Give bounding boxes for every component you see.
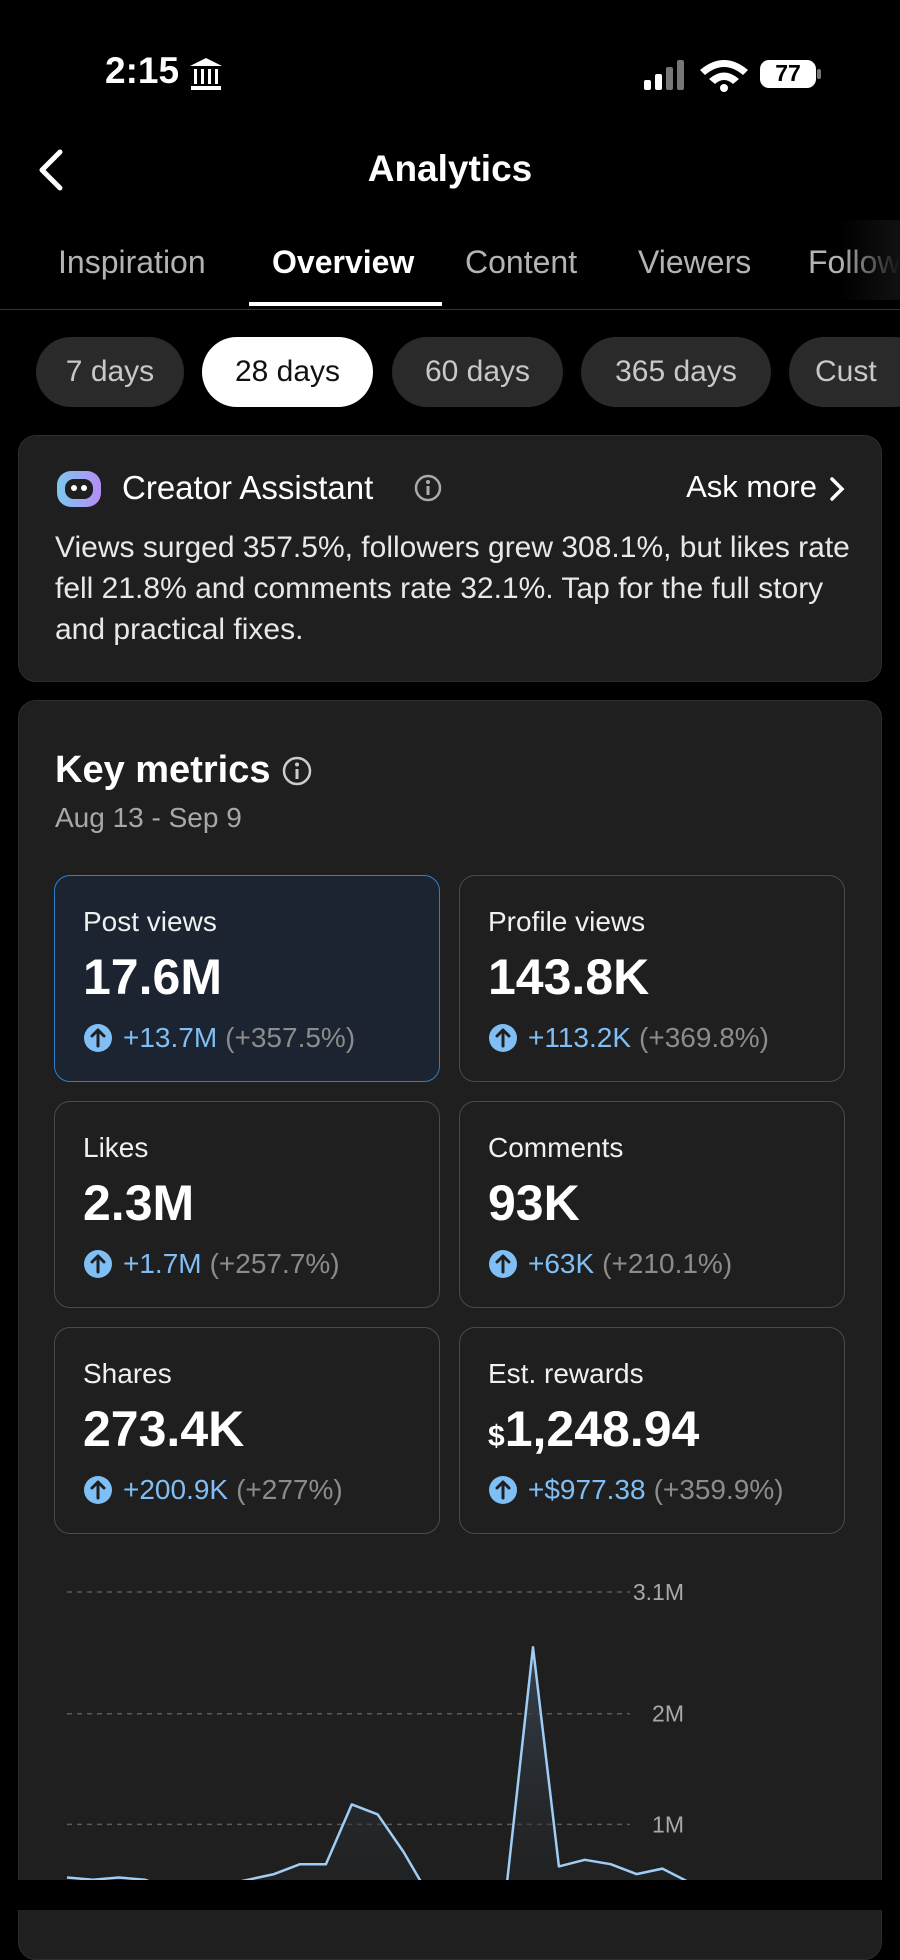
value: 93K [488,1175,580,1231]
date-range: Aug 13 - Sep 9 [55,802,242,833]
metric-label: Comments [488,1132,624,1163]
up-icon [84,1250,112,1278]
y-tick-label: 3.1M [633,1579,684,1605]
metric-label: Post views [83,906,217,937]
currency: $ [488,1420,505,1453]
metric-change: +1.7M (+257.7%) [83,1248,340,1280]
metric-value: 143.8K [488,948,649,1006]
period-chip[interactable]: 7 days [36,337,184,407]
metric-tile[interactable]: Post views 17.6M +13.7M (+357.5%) [54,875,440,1082]
change-percent: (+357.5%) [225,1022,356,1053]
change-percent: (+369.8%) [639,1022,769,1053]
metric-label: Shares [83,1358,172,1389]
metric-change: +63K (+210.1%) [488,1248,732,1280]
up-icon [84,1476,112,1504]
line [66,1646,688,1880]
home-area [0,1880,900,1910]
area [67,1647,685,1880]
assistant-card[interactable]: Creator Assistant Ask more Views surged … [18,435,882,682]
info-icon[interactable] [281,755,313,787]
up-icon [489,1024,517,1052]
metric-change: +$977.38 (+359.9%) [488,1474,784,1506]
assistant-icon [57,471,101,507]
back-button[interactable] [32,148,68,192]
value: 2.3M [83,1175,195,1231]
ask-more[interactable]: Ask more [686,469,817,504]
metric-value: 17.6M [83,948,222,1006]
period-chip[interactable]: Cust [789,337,900,407]
tab[interactable]: Overview [272,244,415,280]
views-chart: 1M 2M 3.1M [66,1579,688,1880]
metric-value: 2.3M [83,1174,194,1232]
change-value: +200.9K [123,1474,229,1505]
metric-change: +200.9K (+277%) [83,1474,343,1506]
y-tick-label: 2M [652,1701,684,1727]
metric-change: +113.2K (+369.8%) [488,1022,769,1054]
fade [840,220,900,300]
change-percent: (+277%) [236,1474,343,1505]
metric-value: 93K [488,1174,580,1232]
metric-value: $1,248.94 [488,1400,699,1458]
tab[interactable]: Inspiration [58,244,206,280]
value: 273.4K [83,1401,245,1457]
period-chip[interactable]: 365 days [581,337,771,407]
divider [0,309,900,310]
metric-change: +13.7M (+357.5%) [83,1022,355,1054]
change-value: +113.2K [528,1022,632,1053]
page-title: Analytics [367,148,533,189]
value: 143.8K [488,949,650,1005]
app-screen: 2:15 77 Analytics Inspiration Overview Con… [0,50,900,1960]
tab[interactable]: Viewers [638,244,752,280]
chevron [830,477,845,501]
metric-tile[interactable]: Comments 93K +63K (+210.1%) [459,1101,845,1308]
battery-level: 77 [775,60,801,86]
metrics-title: Key metrics [55,749,271,791]
change-value: +$977.38 [528,1474,646,1505]
tab-underline [249,302,442,306]
metric-tile[interactable]: Est. rewards $1,248.94 +$977.38 (+359.9%) [459,1327,845,1534]
metric-label: Profile views [488,906,646,937]
metric-label: Est. rewards [488,1358,644,1389]
metric-tile[interactable]: Profile views 143.8K +113.2K (+369.8%) [459,875,845,1082]
status-time: 2:15 [105,50,180,91]
up-icon [84,1024,112,1052]
period-chip[interactable]: 28 days [202,337,373,407]
up-icon [489,1476,517,1504]
assistant-title: Creator Assistant [122,469,374,506]
change-value: +1.7M [123,1248,202,1279]
change-percent: (+359.9%) [653,1474,784,1505]
metric-value: 273.4K [83,1400,244,1458]
change-percent: (+257.7%) [209,1248,340,1279]
value: 17.6M [83,949,222,1005]
value: 1,248.94 [504,1401,700,1457]
info-icon[interactable] [413,473,443,503]
change-value: +63K [528,1248,595,1279]
status-icons [644,60,821,92]
change-value: +13.7M [123,1022,218,1053]
metric-tile[interactable]: Likes 2.3M +1.7M (+257.7%) [54,1101,440,1308]
metric-tile[interactable]: Shares 273.4K +200.9K (+277%) [54,1327,440,1534]
assistant-body: Views surged 357.5%, followers grew 308.… [55,531,850,646]
change-percent: (+210.1%) [602,1248,733,1279]
up-icon [489,1250,517,1278]
bank-icon [190,58,222,90]
metric-label: Likes [83,1132,149,1163]
tab[interactable]: Content [465,244,578,280]
y-tick-label: 1M [652,1811,684,1837]
period-chip[interactable]: 60 days [392,337,563,407]
